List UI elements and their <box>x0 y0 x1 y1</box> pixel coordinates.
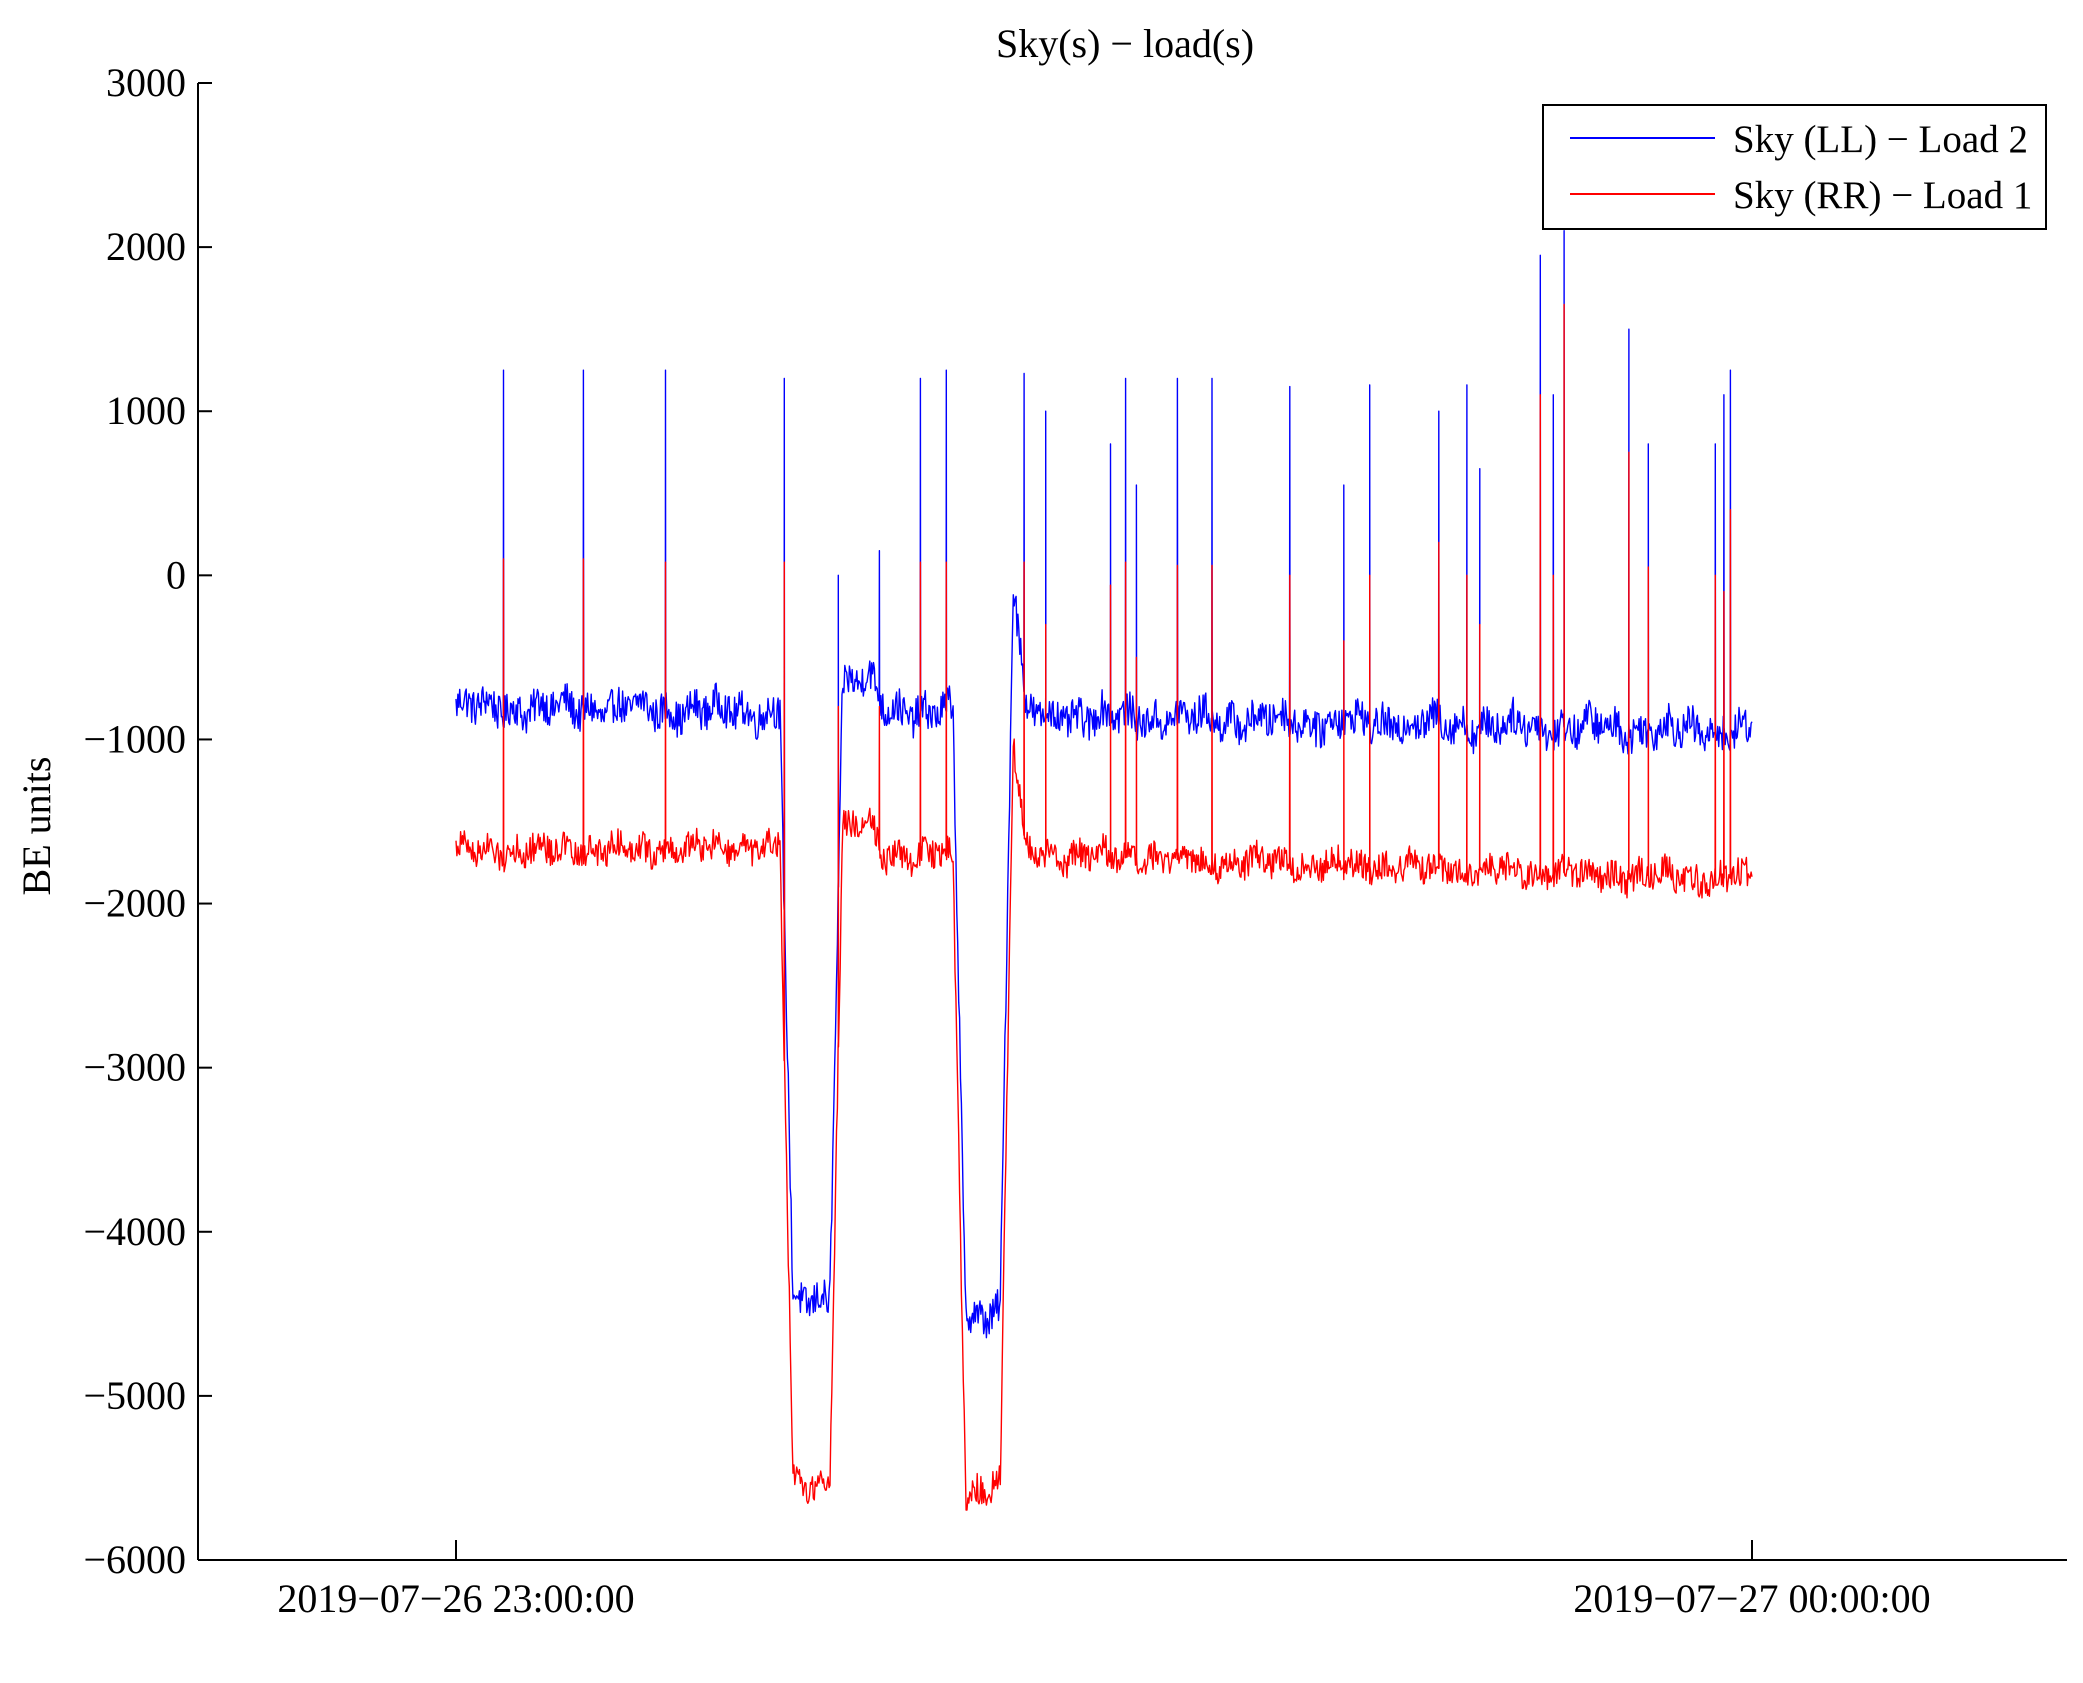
axes <box>197 83 2067 1561</box>
y-tick-label: 3000 <box>106 60 186 105</box>
legend-label-sky-ll: Sky (LL) − Load 2 <box>1733 118 2028 161</box>
y-tick-label: 2000 <box>106 224 186 269</box>
legend-frame <box>1542 104 2047 230</box>
series-line-1 <box>455 303 1753 1511</box>
y-tick-label: 1000 <box>106 388 186 433</box>
y-axis-label: BE units <box>14 757 59 896</box>
chart-title: Sky(s) − load(s) <box>996 21 1254 66</box>
y-axis-ticks: 3000 2000 1000 0 −1000 −2000 −3000 −4000 −5000 −6… <box>83 60 212 1582</box>
y-tick-label: −1000 <box>83 716 186 761</box>
legend-label-sky-rr: Sky (RR) − Load 1 <box>1733 174 2032 217</box>
y-tick-label: −5000 <box>83 1373 186 1418</box>
y-tick-label: −2000 <box>83 881 186 926</box>
plot-series <box>455 230 1753 1511</box>
y-tick-label: 0 <box>166 552 186 597</box>
legend: Sky (LL) − Load 2 Sky (RR) − Load 1 <box>1542 104 2047 230</box>
y-tick-label: −4000 <box>83 1209 186 1254</box>
x-axis-ticks: 2019−07−26 23:00:00 2019−07−27 00:00:00 <box>277 1540 1931 1621</box>
series-line-0 <box>455 230 1753 1339</box>
x-tick-label: 2019−07−26 23:00:00 <box>277 1576 634 1621</box>
y-tick-label: −3000 <box>83 1045 186 1090</box>
x-tick-label: 2019−07−27 00:00:00 <box>1573 1576 1930 1621</box>
y-tick-label: −6000 <box>83 1537 186 1582</box>
